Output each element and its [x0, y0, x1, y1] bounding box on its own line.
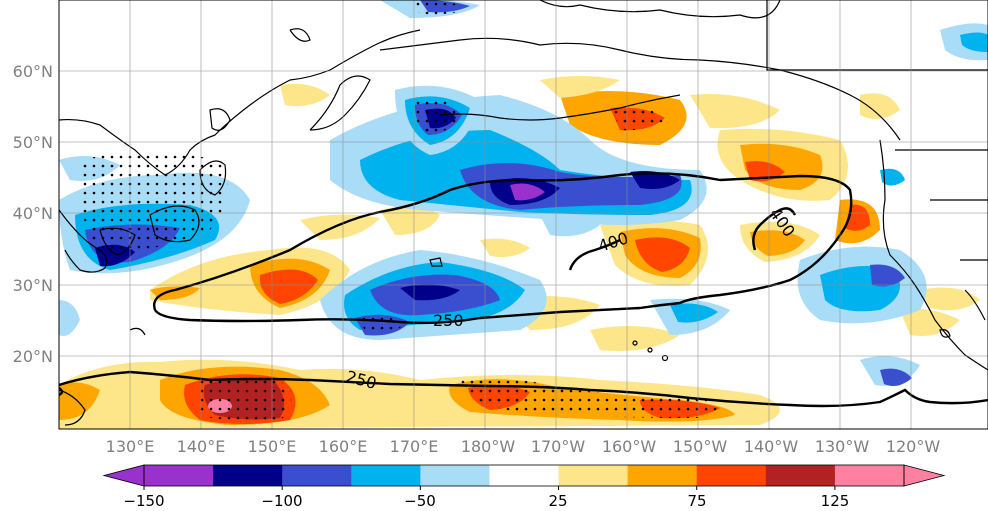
lon-label: 120°W [886, 437, 941, 456]
plot-frame [58, 0, 988, 430]
colorbar-segment [282, 465, 352, 486]
colorbar-frame [143, 464, 905, 487]
colorbar-segment [765, 465, 836, 486]
lat-label: 30°N [13, 276, 53, 295]
lon-label: 130°E [106, 437, 155, 456]
lon-label: 170°E [390, 437, 439, 456]
lat-label: 20°N [13, 347, 53, 366]
coastlines [59, 0, 988, 426]
gridlines [59, 0, 988, 429]
contour-400-inner [568, 238, 621, 271]
lon-label: 140°W [744, 437, 799, 456]
colorbar-tick-label: −100 [261, 492, 302, 510]
colorbar-tick-label: 75 [687, 492, 706, 510]
lon-label: 170°W [531, 437, 586, 456]
colorbar [102, 464, 946, 490]
colorbar-segment [627, 465, 698, 486]
colorbar-segment [420, 465, 490, 486]
lon-label: 160°E [319, 437, 368, 456]
contour-lines [59, 172, 988, 408]
lat-label: 50°N [13, 133, 53, 152]
lat-labels: 60°N 50°N 40°N 30°N 20°N [13, 62, 53, 366]
lon-label: 150°E [248, 437, 297, 456]
contour-label-250-north: 250 [433, 311, 464, 330]
colorbar-extend-min [102, 464, 145, 487]
lon-label: 180°W [461, 437, 516, 456]
colorbar-tick-label: 125 [821, 492, 850, 510]
plot-area: 250 250 400 400 [59, 0, 988, 429]
contour-250-south [59, 370, 988, 408]
colorbar-segment [696, 465, 767, 486]
colorbar-segment [144, 465, 214, 486]
colorbar-segment [558, 465, 629, 486]
colorbar-labels: −150 −100 −50 25 75 125 [123, 492, 849, 510]
lon-labels: 130°E 140°E 150°E 160°E 170°E 180°W 170°… [106, 437, 941, 456]
colorbar-segment [213, 465, 283, 486]
colorbar-segment [834, 465, 905, 486]
lat-label: 40°N [13, 204, 53, 223]
colorbar-tick-label: 25 [548, 492, 567, 510]
colorbar-tick-label: −50 [404, 492, 436, 510]
lat-label: 60°N [13, 62, 53, 81]
lon-label: 160°W [602, 437, 657, 456]
colorbar-segment [351, 465, 421, 486]
lon-label: 130°W [815, 437, 870, 456]
colorbar-extend-max [903, 464, 946, 487]
lon-label: 140°E [177, 437, 226, 456]
lon-label: 150°W [673, 437, 728, 456]
contour-250-north [153, 172, 853, 325]
colorbar-tick-label: −150 [123, 492, 164, 510]
contour-400-east [752, 207, 797, 251]
significance-stippling [80, 0, 723, 422]
colorbar-segment [489, 465, 560, 486]
